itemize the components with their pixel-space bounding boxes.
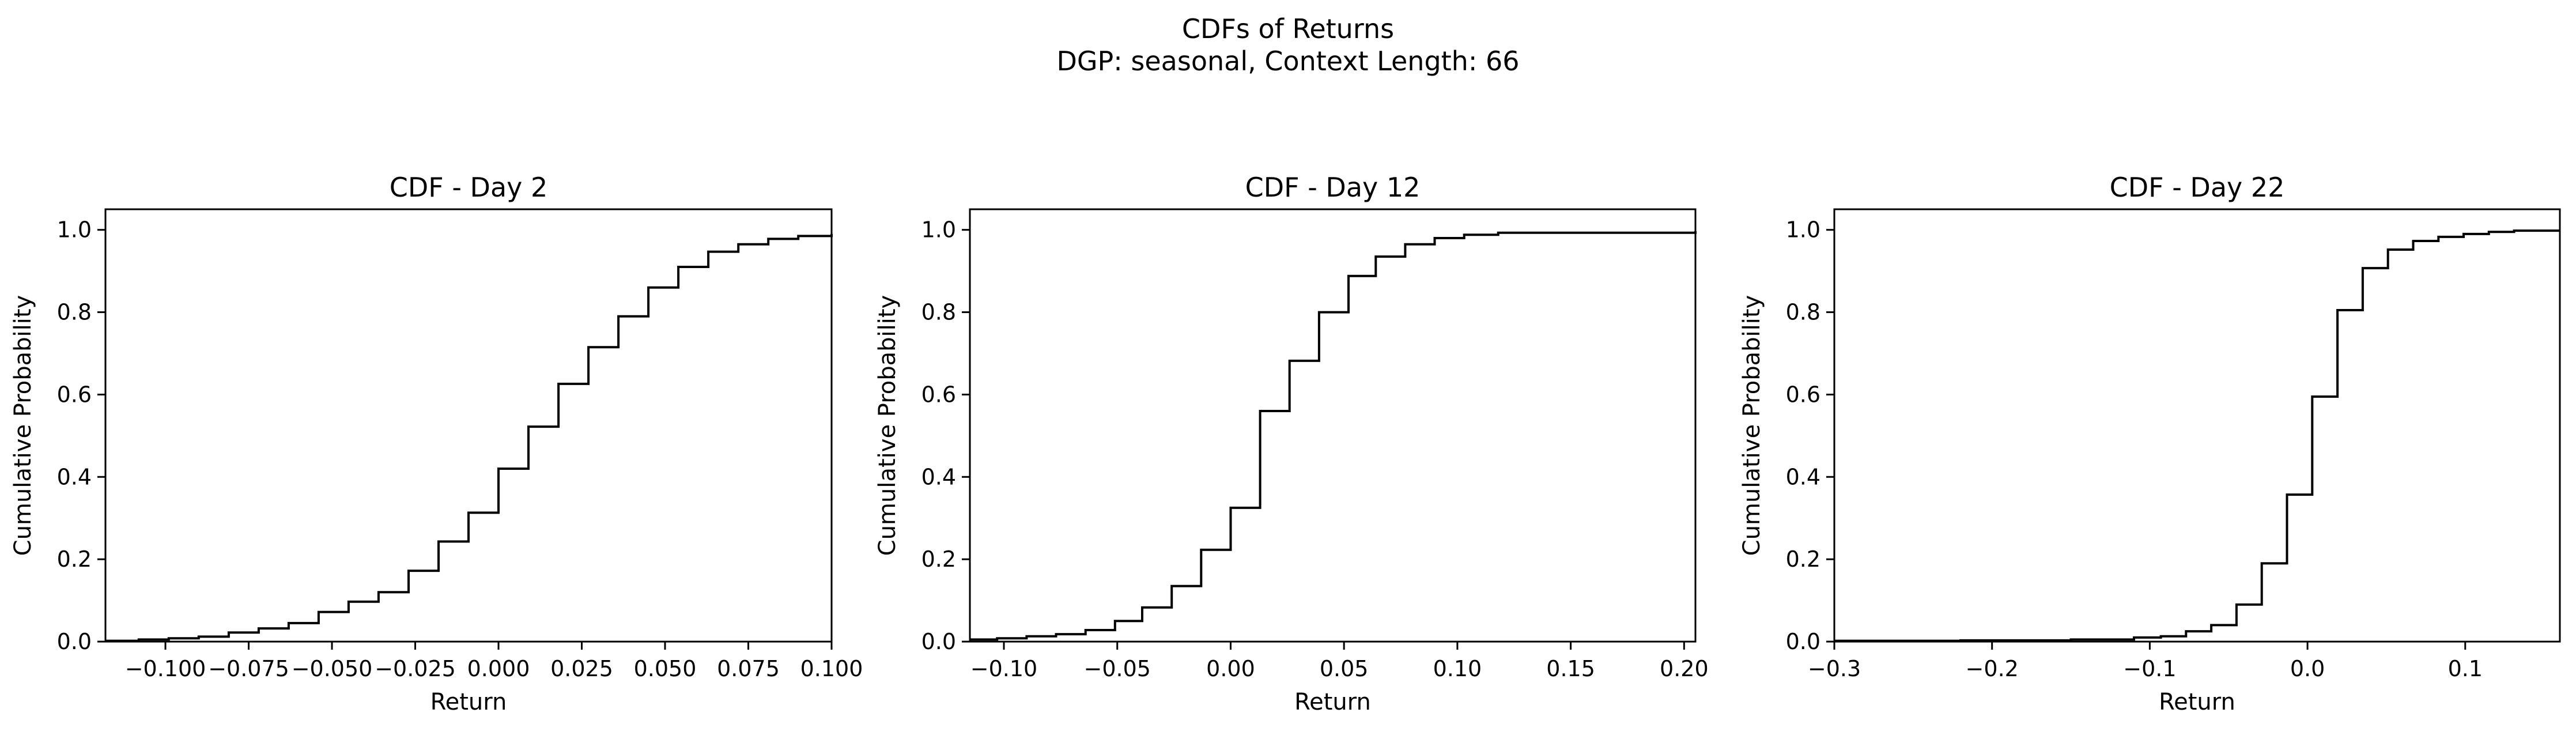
y-tick-label-2: 0.6 <box>921 382 956 407</box>
y-axis-label-1: Cumulative Probability <box>10 295 36 556</box>
x-tick-label-1: 0.075 <box>717 656 780 681</box>
x-tick-label-2: −0.10 <box>970 656 1037 681</box>
y-axis-label-2: Cumulative Probability <box>874 295 901 556</box>
x-tick-label-2: 0.20 <box>1660 656 1709 681</box>
x-tick-label-2: 0.15 <box>1546 656 1595 681</box>
x-tick-label-2: 0.10 <box>1433 656 1482 681</box>
x-axis-label-2: Return <box>1294 689 1371 715</box>
x-tick-label-3: 0.0 <box>2290 656 2325 681</box>
y-tick-label-3: 1.0 <box>1786 217 1820 243</box>
x-tick-label-3: 0.1 <box>2448 656 2483 681</box>
x-tick-label-1: 0.050 <box>634 656 697 681</box>
y-tick-label-2: 1.0 <box>921 217 956 243</box>
y-axis-label-3: Cumulative Probability <box>1739 295 1765 556</box>
cdf-step-line-1 <box>105 233 833 642</box>
cdf-step-line-3 <box>1834 229 2560 642</box>
y-tick-label-2: 0.8 <box>921 300 956 325</box>
cdf-step-line-2 <box>970 231 1697 641</box>
x-tick-label-3: −0.2 <box>1966 656 2019 681</box>
y-tick-label-3: 0.0 <box>1786 629 1820 654</box>
figure-title: CDFs of Returns <box>1181 13 1395 44</box>
x-tick-label-3: −0.1 <box>2123 656 2176 681</box>
y-tick-label-1: 0.2 <box>57 546 92 572</box>
figure-subtitle: DGP: seasonal, Context Length: 66 <box>1056 46 1520 77</box>
x-tick-label-3: −0.3 <box>1808 656 1861 681</box>
y-tick-label-2: 0.0 <box>921 629 956 654</box>
axes-frame-2 <box>969 208 1697 643</box>
x-axis-label-1: Return <box>430 689 507 715</box>
panel-title-1: CDF - Day 2 <box>390 172 548 203</box>
y-tick-label-1: 0.8 <box>57 300 92 325</box>
x-tick-label-2: 0.00 <box>1206 656 1255 681</box>
y-tick-label-3: 0.4 <box>1786 464 1820 489</box>
y-tick-label-1: 0.6 <box>57 382 92 407</box>
axes-frame-1 <box>104 208 833 643</box>
panel-title-3: CDF - Day 22 <box>2110 172 2285 203</box>
x-tick-label-1: 0.025 <box>550 656 613 681</box>
y-tick-label-3: 0.2 <box>1786 546 1820 572</box>
x-tick-label-1: −0.050 <box>292 656 373 681</box>
x-tick-label-1: 0.100 <box>800 656 863 681</box>
x-tick-label-2: −0.05 <box>1084 656 1151 681</box>
y-tick-label-1: 1.0 <box>57 217 92 243</box>
y-tick-label-1: 0.0 <box>57 629 92 654</box>
panel-title-2: CDF - Day 12 <box>1245 172 1421 203</box>
y-tick-label-2: 0.2 <box>921 546 956 572</box>
x-tick-label-1: −0.025 <box>375 656 456 681</box>
axes-frame-3 <box>1833 208 2561 643</box>
x-tick-label-1: 0.000 <box>467 656 530 681</box>
x-axis-label-3: Return <box>2159 689 2235 715</box>
x-tick-label-1: −0.075 <box>208 656 289 681</box>
y-tick-label-2: 0.4 <box>921 464 956 489</box>
x-tick-label-2: 0.05 <box>1320 656 1369 681</box>
x-tick-label-1: −0.100 <box>125 656 206 681</box>
y-tick-label-3: 0.8 <box>1786 300 1820 325</box>
y-tick-label-3: 0.6 <box>1786 382 1820 407</box>
y-tick-label-1: 0.4 <box>57 464 92 489</box>
